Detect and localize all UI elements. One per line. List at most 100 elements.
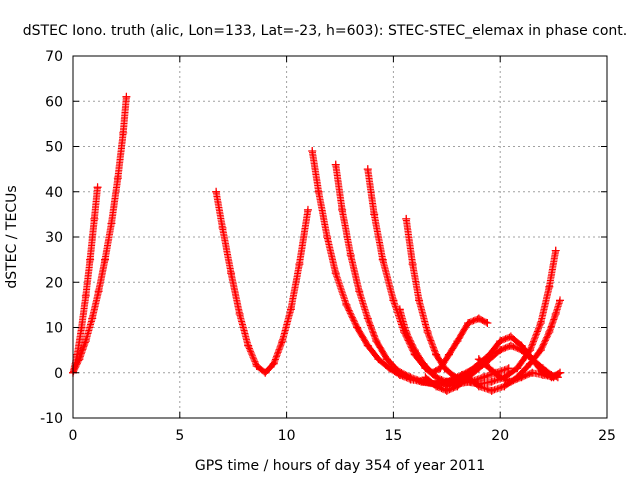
data-point bbox=[496, 373, 505, 382]
data-point bbox=[382, 355, 391, 364]
data-point bbox=[338, 205, 347, 214]
data-point bbox=[453, 337, 462, 346]
data-point bbox=[556, 368, 565, 377]
data-point bbox=[244, 341, 253, 350]
data-point bbox=[453, 377, 462, 386]
data-point bbox=[346, 251, 355, 260]
data-point bbox=[410, 346, 419, 355]
data-point bbox=[81, 337, 90, 346]
data-point bbox=[506, 341, 515, 350]
x-tick-label: 0 bbox=[69, 428, 78, 444]
data-point bbox=[474, 314, 483, 323]
data-point bbox=[500, 382, 509, 391]
data-point bbox=[252, 361, 261, 370]
series-8 bbox=[395, 305, 492, 377]
data-point bbox=[538, 371, 547, 380]
data-point bbox=[119, 128, 128, 137]
data-point bbox=[101, 255, 110, 264]
data-point bbox=[536, 318, 545, 327]
data-point bbox=[551, 309, 560, 318]
series-2 bbox=[69, 92, 131, 377]
chart-title: dSTEC Iono. truth (alic, Lon=133, Lat=-2… bbox=[23, 23, 627, 39]
x-tick-label: 10 bbox=[278, 428, 296, 444]
data-point bbox=[474, 355, 483, 364]
data-point bbox=[485, 364, 494, 373]
data-point bbox=[295, 260, 304, 269]
data-point bbox=[342, 300, 351, 309]
data-point bbox=[496, 346, 505, 355]
data-point bbox=[261, 368, 270, 377]
data-point bbox=[406, 373, 415, 382]
data-point bbox=[432, 382, 441, 391]
y-tick-label: 0 bbox=[54, 366, 63, 382]
data-point bbox=[88, 314, 97, 323]
data-point bbox=[545, 328, 554, 337]
data-point bbox=[395, 305, 404, 314]
data-point bbox=[353, 323, 362, 332]
y-tick-label: 30 bbox=[45, 230, 63, 246]
data-point bbox=[464, 318, 473, 327]
data-point bbox=[402, 214, 411, 223]
data-point bbox=[303, 205, 312, 214]
data-point bbox=[436, 364, 445, 373]
data-point bbox=[432, 373, 441, 382]
data-point bbox=[526, 359, 535, 368]
data-point bbox=[355, 287, 364, 296]
y-tick-label: -10 bbox=[40, 411, 63, 427]
data-point bbox=[323, 233, 332, 241]
data-point bbox=[227, 269, 236, 278]
data-point bbox=[506, 332, 515, 341]
y-tick-label: 50 bbox=[45, 140, 63, 156]
data-point bbox=[94, 287, 103, 296]
data-point bbox=[517, 341, 526, 350]
data-point bbox=[496, 337, 505, 346]
data-point bbox=[415, 296, 424, 305]
data-point bbox=[122, 92, 131, 101]
data-point bbox=[444, 350, 453, 359]
data-point bbox=[75, 355, 84, 364]
data-point bbox=[212, 187, 221, 196]
data-point bbox=[464, 373, 473, 382]
data-point bbox=[81, 291, 90, 300]
x-tick-label: 15 bbox=[384, 428, 402, 444]
ticks: 0 5 10 15 20 25 -10 0 10 20 30 40 50 60 70 bbox=[40, 49, 616, 444]
x-tick-label: 20 bbox=[491, 428, 509, 444]
data-point bbox=[517, 373, 526, 382]
series-3 bbox=[212, 187, 312, 377]
data-point bbox=[372, 337, 381, 346]
y-tick-label: 10 bbox=[45, 321, 63, 337]
data-point bbox=[378, 255, 387, 264]
data-point bbox=[513, 364, 522, 373]
data-point bbox=[113, 174, 122, 183]
data-point bbox=[93, 183, 102, 192]
data-point bbox=[90, 214, 99, 223]
data-point bbox=[235, 309, 244, 318]
data-point bbox=[506, 377, 515, 386]
data-point bbox=[451, 373, 460, 382]
data-point bbox=[504, 364, 513, 373]
data-point bbox=[551, 246, 560, 255]
data-point bbox=[331, 269, 340, 278]
data-point bbox=[423, 328, 432, 337]
data-point bbox=[419, 359, 428, 368]
data-point bbox=[314, 187, 323, 196]
data-point bbox=[487, 377, 496, 386]
series-markers bbox=[69, 183, 102, 377]
y-tick-label: 40 bbox=[45, 185, 63, 201]
y-tick-label: 70 bbox=[45, 49, 63, 65]
data-point bbox=[421, 373, 430, 382]
data-point bbox=[286, 305, 295, 314]
data-point bbox=[86, 255, 95, 264]
data-point bbox=[483, 318, 492, 327]
data-point bbox=[218, 223, 227, 232]
data-point bbox=[545, 282, 554, 291]
data-point bbox=[374, 355, 383, 364]
data-point bbox=[107, 219, 116, 228]
series-layer bbox=[69, 92, 565, 395]
y-tick-label: 60 bbox=[45, 94, 63, 110]
data-point bbox=[419, 377, 428, 386]
data-point bbox=[370, 210, 379, 219]
series-markers bbox=[332, 161, 489, 388]
data-point bbox=[402, 328, 411, 337]
